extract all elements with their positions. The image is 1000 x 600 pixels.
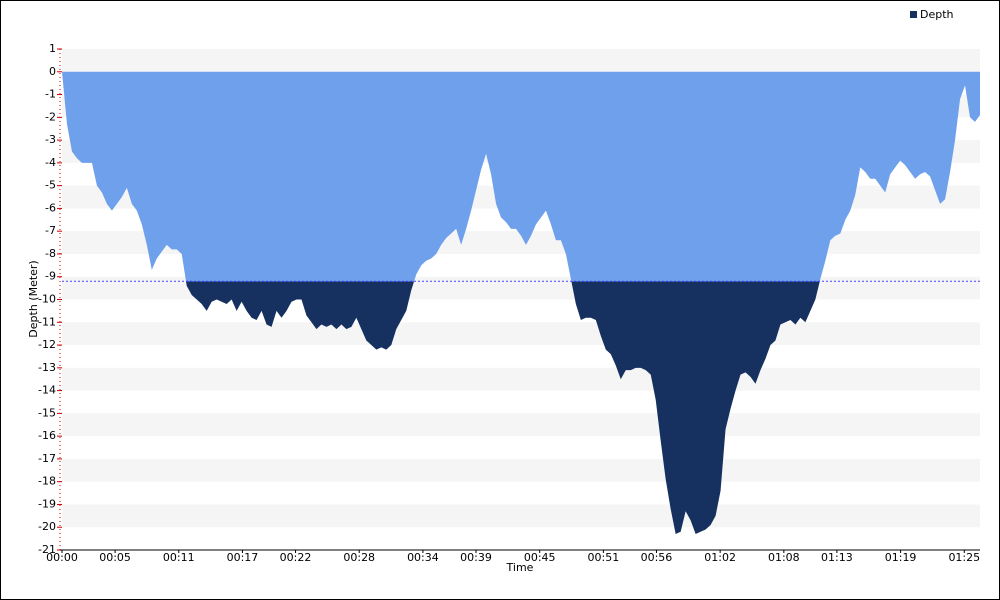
grid-band — [62, 367, 980, 391]
y-tick-label: -19 — [38, 497, 56, 510]
x-axis-title: Time — [506, 561, 534, 574]
x-tick-label: 00:17 — [227, 551, 259, 564]
x-tick-label: 00:56 — [641, 551, 673, 564]
y-tick-label: -17 — [38, 452, 56, 465]
x-tick-label: 01:25 — [948, 551, 980, 564]
y-tick-label: -3 — [45, 133, 56, 146]
x-tick-label: 00:22 — [280, 551, 312, 564]
y-tick-label: -20 — [38, 520, 56, 533]
x-tick-label: 00:11 — [163, 551, 195, 564]
y-tick-label: -12 — [38, 338, 56, 351]
x-tick-label: 00:51 — [588, 551, 620, 564]
y-tick-label: -8 — [45, 247, 56, 260]
y-tick-label: -5 — [45, 179, 56, 192]
y-tick-label: -14 — [38, 384, 56, 397]
y-tick-label: -9 — [45, 270, 56, 283]
legend-label: Depth — [920, 8, 954, 21]
x-tick-label: 01:13 — [821, 551, 853, 564]
x-tick-label: 01:02 — [704, 551, 736, 564]
x-tick-label: 01:19 — [885, 551, 917, 564]
y-tick-label: -4 — [45, 156, 56, 169]
y-tick-label: -1 — [45, 88, 56, 101]
x-tick-label: 00:34 — [407, 551, 439, 564]
y-tick-label: -11 — [38, 315, 56, 328]
y-tick-label: -6 — [45, 201, 56, 214]
x-tick-label: 00:45 — [524, 551, 556, 564]
grid-band — [62, 49, 980, 72]
y-tick-label: -15 — [38, 406, 56, 419]
y-tick-label: -18 — [38, 475, 56, 488]
legend-swatch — [910, 11, 917, 18]
y-tick-label: 0 — [49, 65, 56, 78]
grid-band — [62, 413, 980, 437]
x-tick-label: 01:08 — [768, 551, 800, 564]
y-tick-label: -7 — [45, 224, 56, 237]
grid-band — [62, 458, 980, 482]
y-tick-label: -10 — [38, 293, 56, 306]
y-tick-label: -13 — [38, 361, 56, 374]
x-tick-label: 00:00 — [46, 551, 78, 564]
x-tick-label: 00:28 — [343, 551, 375, 564]
y-axis-title: Depth (Meter) — [27, 260, 40, 337]
y-tick-label: -16 — [38, 429, 56, 442]
grid-band — [62, 504, 980, 528]
x-tick-label: 00:39 — [460, 551, 492, 564]
x-tick-label: 00:05 — [99, 551, 131, 564]
grid-band — [62, 322, 980, 346]
y-tick-label: 1 — [49, 42, 56, 55]
y-tick-label: -2 — [45, 110, 56, 123]
depth-area — [62, 71, 980, 535]
y-tick-label: -21 — [38, 543, 56, 556]
